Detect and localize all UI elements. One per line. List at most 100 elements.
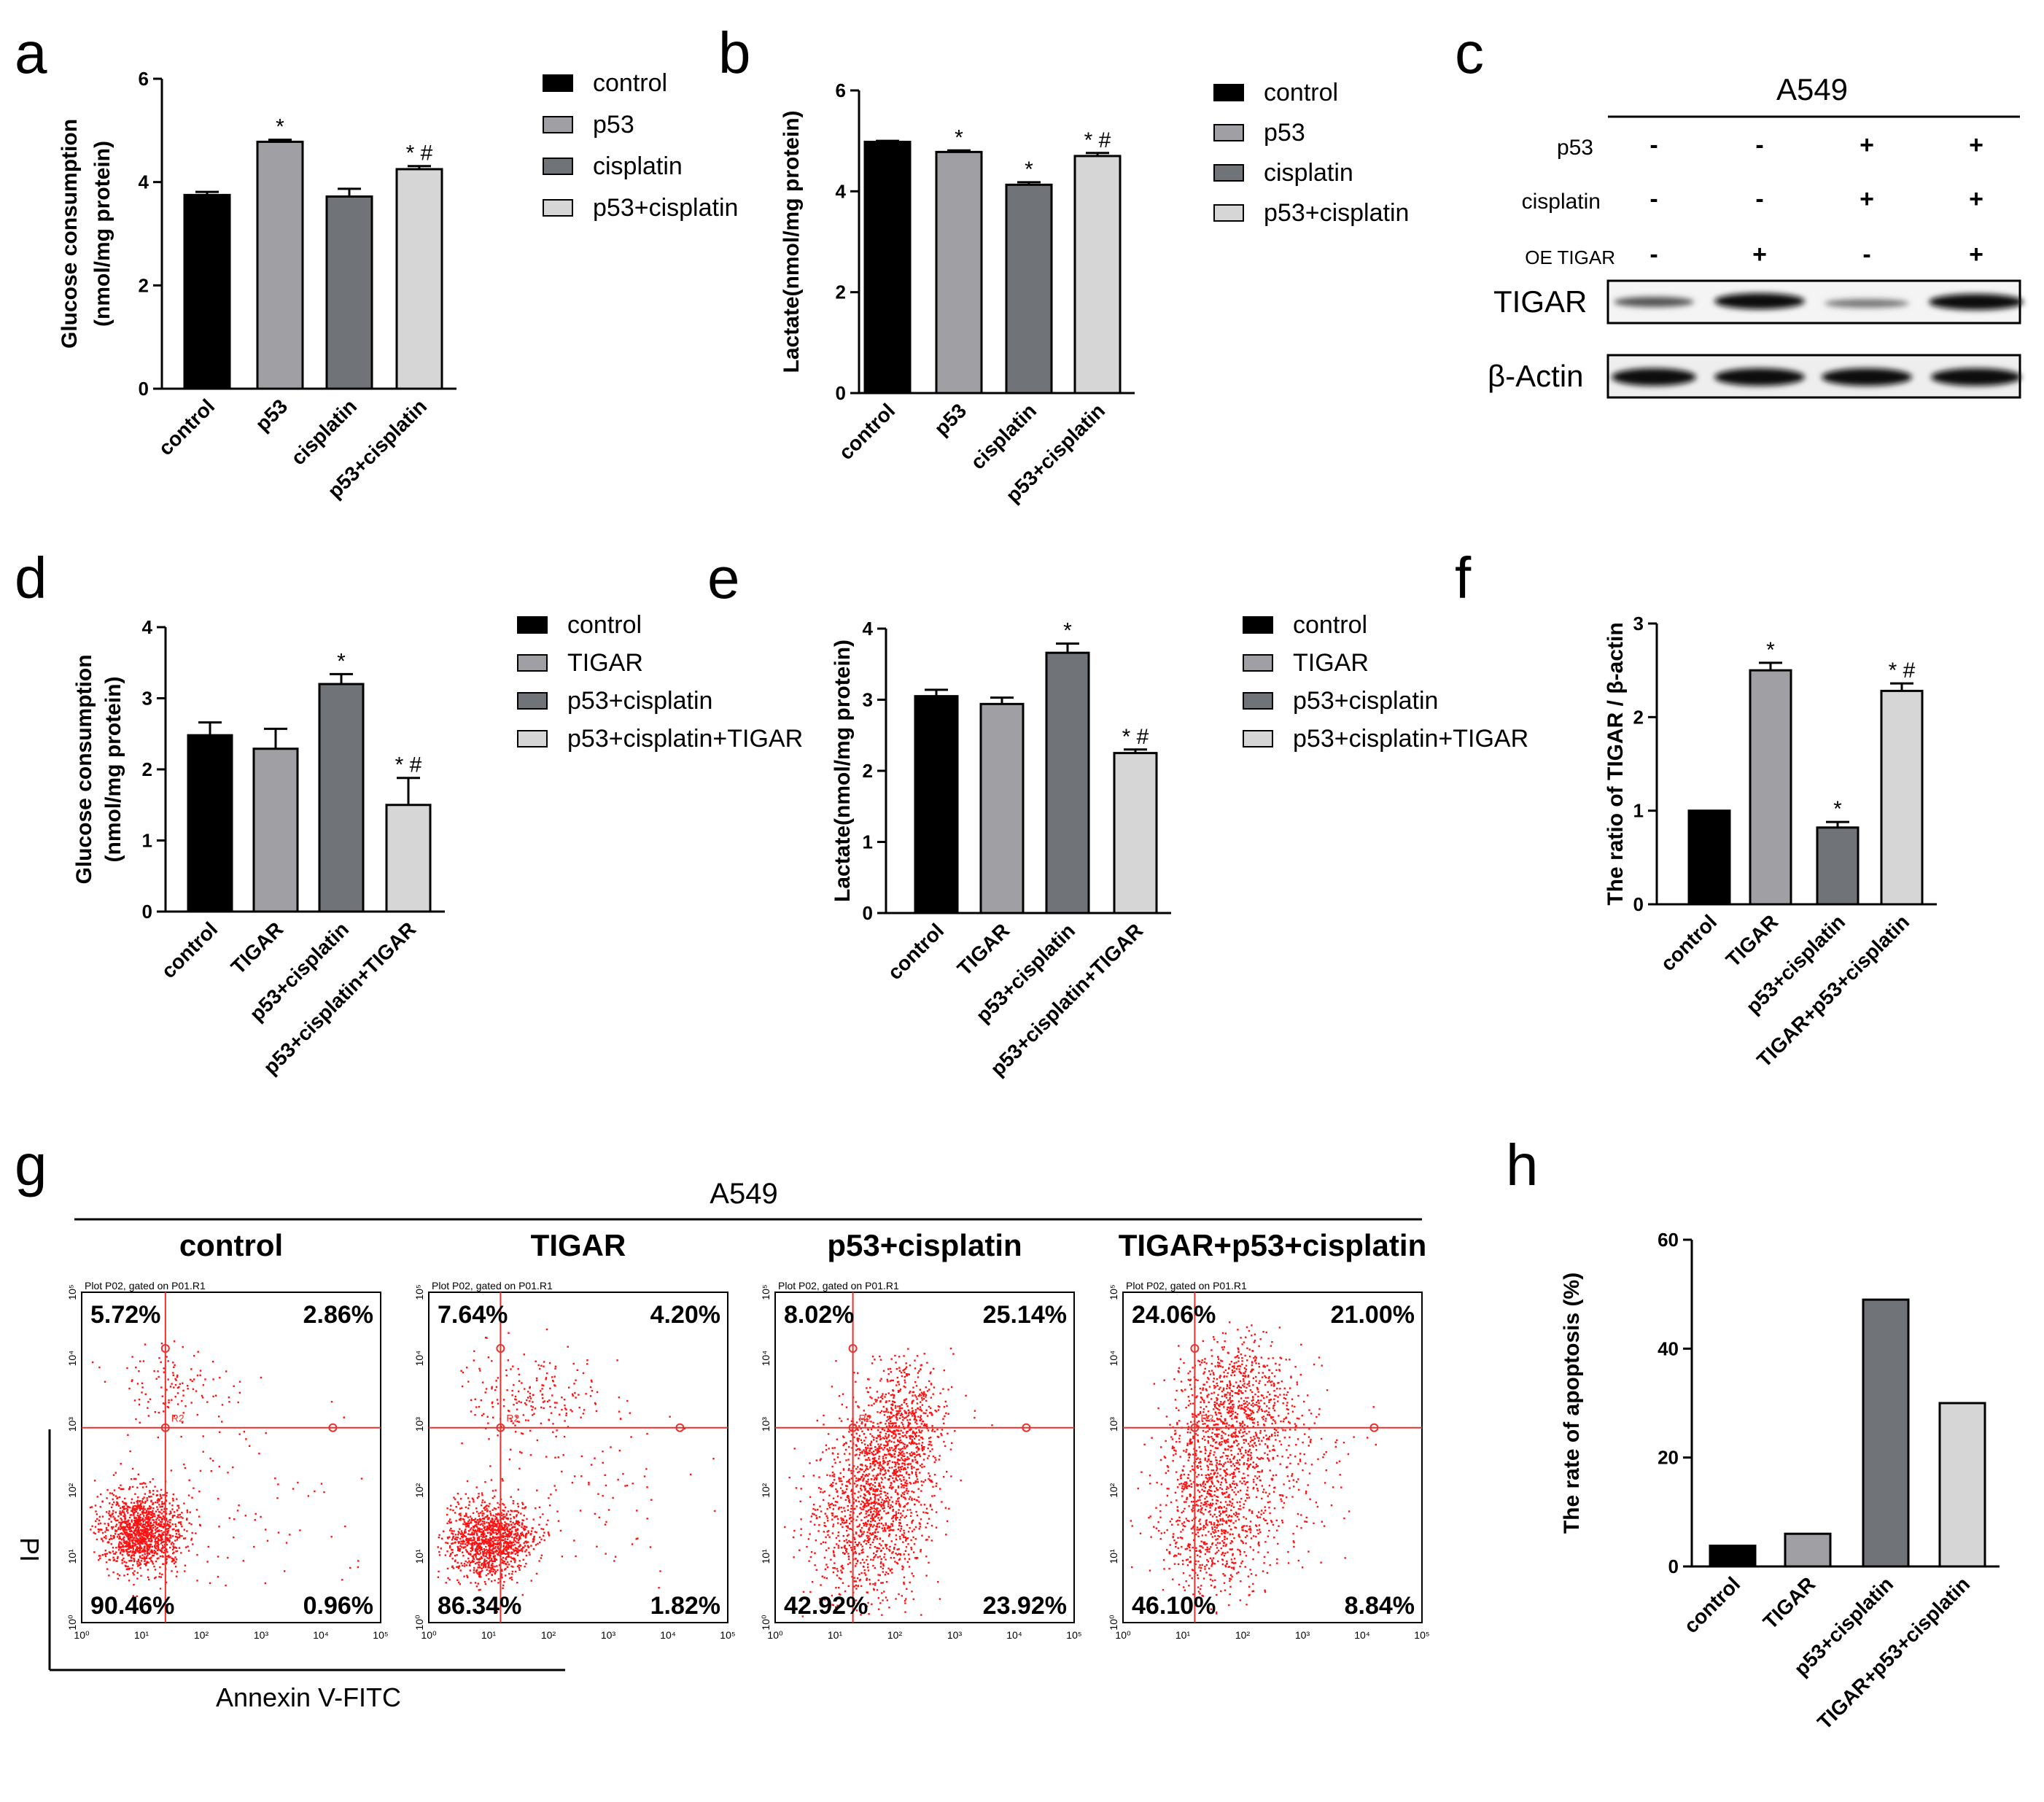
flow-dot bbox=[920, 1550, 922, 1553]
flow-dot bbox=[594, 1512, 597, 1515]
flow-dot bbox=[198, 1515, 201, 1518]
flow-dot bbox=[459, 1545, 462, 1547]
flow-dot bbox=[842, 1490, 844, 1492]
flow-dot bbox=[179, 1513, 181, 1516]
flow-dot bbox=[99, 1555, 101, 1557]
flow-dot bbox=[524, 1565, 526, 1568]
flow-dot bbox=[117, 1557, 119, 1560]
flow-dot bbox=[494, 1569, 496, 1571]
flow-dot bbox=[830, 1558, 832, 1561]
flow-dot bbox=[942, 1476, 945, 1478]
flow-dot bbox=[867, 1569, 870, 1572]
flow-dot bbox=[879, 1438, 882, 1441]
flow-dot bbox=[122, 1527, 124, 1529]
flow-dot bbox=[497, 1522, 500, 1524]
flow-dot bbox=[131, 1380, 133, 1382]
flow-dot bbox=[884, 1447, 886, 1449]
flow-dot bbox=[864, 1539, 866, 1542]
flow-dot bbox=[137, 1527, 140, 1529]
flow-dot bbox=[928, 1479, 931, 1481]
flow-dot bbox=[879, 1461, 882, 1464]
flow-dot bbox=[516, 1582, 518, 1584]
flow-dot bbox=[144, 1549, 147, 1551]
flow-dot bbox=[486, 1569, 488, 1571]
flow-dot bbox=[147, 1548, 149, 1550]
flow-dot bbox=[147, 1407, 149, 1409]
flow-dot bbox=[152, 1503, 154, 1506]
flow-dot bbox=[123, 1536, 125, 1538]
flow-dot bbox=[881, 1499, 884, 1501]
flow-dot bbox=[825, 1525, 827, 1528]
flow-dot bbox=[543, 1384, 545, 1387]
flow-dot bbox=[154, 1526, 157, 1528]
flow-dot bbox=[513, 1534, 516, 1536]
flow-dot bbox=[526, 1518, 528, 1521]
flow-plot-title: p53+cisplatin bbox=[827, 1228, 1022, 1262]
flow-dot bbox=[883, 1500, 885, 1502]
flow-dot bbox=[899, 1530, 901, 1532]
flow-dot bbox=[880, 1490, 882, 1493]
flow-dot bbox=[488, 1518, 490, 1520]
flow-dot bbox=[900, 1468, 902, 1470]
flow-dot bbox=[914, 1453, 916, 1456]
flow-dot bbox=[897, 1498, 899, 1500]
flow-dot bbox=[114, 1525, 117, 1528]
flow-dot bbox=[471, 1519, 473, 1521]
flow-dot bbox=[140, 1542, 142, 1545]
flow-dot bbox=[881, 1527, 883, 1529]
flow-dot bbox=[466, 1545, 468, 1547]
flow-dot bbox=[516, 1565, 519, 1567]
flow-dot bbox=[877, 1531, 879, 1534]
flow-dot bbox=[873, 1450, 875, 1453]
flow-dot bbox=[868, 1378, 870, 1380]
flow-dot bbox=[870, 1518, 872, 1520]
flow-dot bbox=[880, 1550, 882, 1552]
flow-dot bbox=[292, 1488, 295, 1490]
flow-dot bbox=[513, 1558, 516, 1561]
flow-dot bbox=[906, 1503, 908, 1505]
flow-dot bbox=[887, 1479, 890, 1481]
flow-dot bbox=[498, 1538, 500, 1541]
flow-dot bbox=[933, 1494, 936, 1497]
flow-dot bbox=[919, 1416, 922, 1418]
flow-dot bbox=[881, 1466, 884, 1468]
flow-dot bbox=[874, 1546, 876, 1548]
flow-dot bbox=[489, 1552, 491, 1554]
significance-marker: * bbox=[1063, 618, 1072, 642]
flow-dot bbox=[461, 1531, 463, 1534]
flow-dot bbox=[456, 1566, 458, 1568]
wb-sign: - bbox=[1649, 131, 1658, 159]
flow-dot bbox=[914, 1381, 917, 1383]
flow-dot bbox=[492, 1570, 494, 1573]
flow-dot bbox=[110, 1506, 113, 1509]
flow-dot bbox=[506, 1529, 508, 1531]
flow-dot bbox=[172, 1499, 174, 1502]
bar bbox=[1005, 183, 1053, 395]
flow-dot bbox=[496, 1543, 498, 1546]
flow-dot bbox=[481, 1414, 483, 1417]
flow-dot bbox=[551, 1394, 553, 1397]
flow-dot bbox=[618, 1397, 621, 1399]
flow-dot bbox=[473, 1566, 475, 1569]
flow-dot bbox=[542, 1401, 545, 1403]
flow-dot bbox=[607, 1509, 610, 1511]
flow-dot bbox=[916, 1450, 918, 1453]
flow-dot bbox=[497, 1532, 499, 1535]
flow-dot bbox=[124, 1518, 126, 1521]
flow-dot bbox=[475, 1524, 478, 1526]
flow-dot bbox=[128, 1567, 131, 1570]
flow-dot bbox=[112, 1550, 114, 1553]
flow-dot bbox=[887, 1449, 890, 1451]
flow-dot bbox=[858, 1523, 861, 1526]
flow-dot bbox=[548, 1534, 551, 1537]
flow-dot bbox=[871, 1447, 873, 1450]
flow-dot bbox=[509, 1418, 512, 1420]
flow-dot bbox=[948, 1507, 950, 1510]
flow-dot bbox=[831, 1594, 833, 1597]
flow-dot bbox=[916, 1423, 918, 1425]
flow-dot bbox=[863, 1506, 866, 1509]
flow-dot bbox=[503, 1510, 505, 1512]
flow-dot bbox=[465, 1493, 467, 1495]
flow-dot bbox=[843, 1442, 845, 1445]
flow-dot bbox=[871, 1486, 873, 1489]
